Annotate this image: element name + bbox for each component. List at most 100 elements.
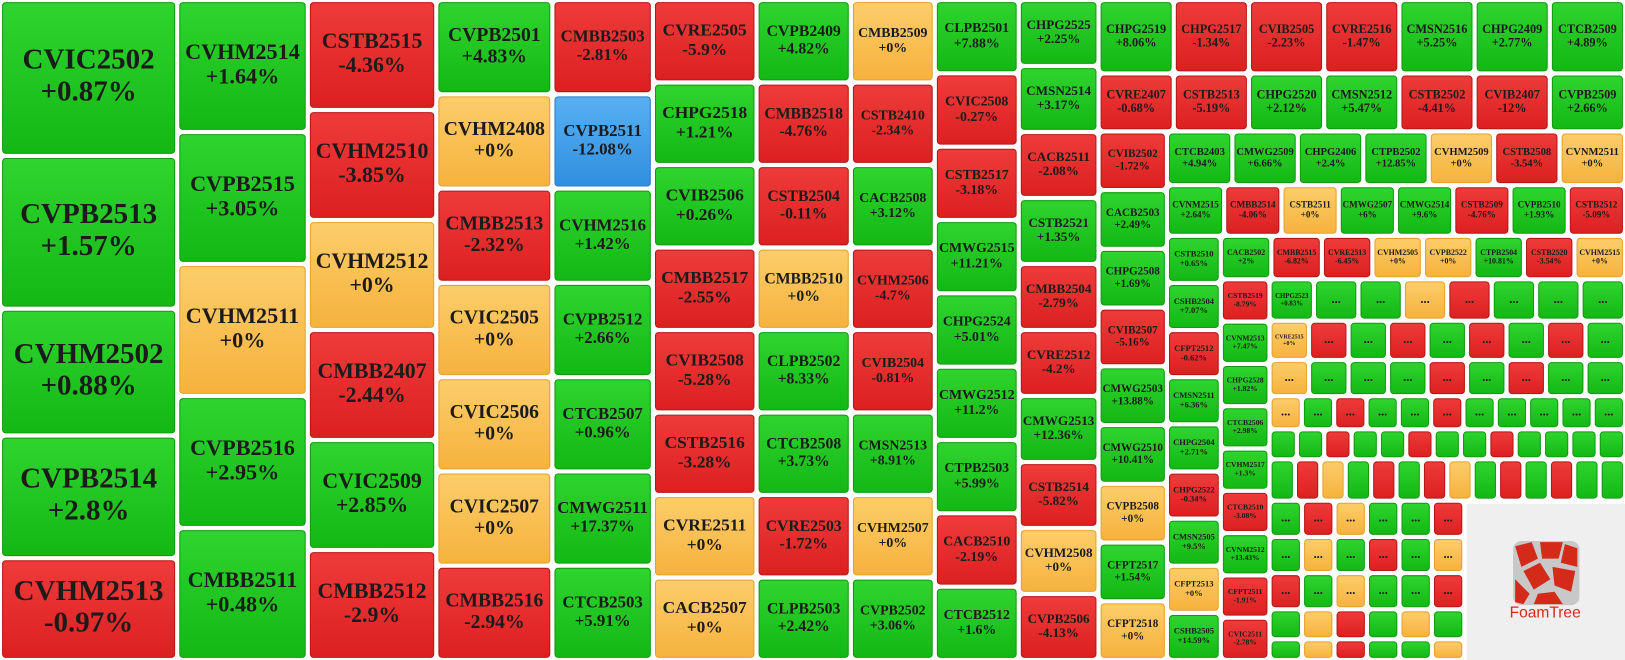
- tile[interactable]: CSTB2509-4.76%: [1455, 187, 1509, 234]
- tile[interactable]: CACB2511-2.08%: [1020, 134, 1097, 196]
- tile[interactable]: ...: [1271, 502, 1300, 535]
- tile[interactable]: [1517, 431, 1541, 458]
- tile[interactable]: CVPB2409+4.82%: [758, 2, 849, 81]
- tile[interactable]: [1576, 461, 1598, 499]
- tile[interactable]: CVHM2512+0%: [309, 222, 435, 328]
- tile[interactable]: CMWG2515+11.21%: [936, 222, 1017, 292]
- tile[interactable]: CHPG2518+1.21%: [654, 84, 755, 163]
- tile[interactable]: ...: [1271, 398, 1300, 428]
- tile[interactable]: CVRE2515+0%: [1271, 322, 1307, 358]
- tile[interactable]: CMWG2514+9.6%: [1398, 187, 1452, 234]
- tile[interactable]: CVHM2505+0%: [1374, 237, 1421, 278]
- tile[interactable]: CVIC2508-0.27%: [936, 75, 1017, 145]
- tile[interactable]: CHPG2528+1.82%: [1222, 365, 1268, 405]
- tile[interactable]: CMWG2512+11.2%: [936, 368, 1017, 438]
- tile[interactable]: CVRE2505-5.9%: [654, 2, 755, 81]
- tile[interactable]: CVRE2512-4.2%: [1020, 332, 1097, 394]
- tile[interactable]: CMBB2518-4.76%: [758, 84, 849, 163]
- tile[interactable]: CVPB2502+3.06%: [852, 579, 933, 658]
- tile[interactable]: CMBB2504-2.79%: [1020, 266, 1097, 328]
- tile[interactable]: CTPB2502+12.85%: [1365, 133, 1427, 184]
- tile[interactable]: [1599, 431, 1623, 458]
- tile[interactable]: ...: [1433, 398, 1462, 428]
- tile[interactable]: CVIC2509+2.85%: [309, 442, 435, 548]
- tile[interactable]: CSTB2508-3.54%: [1496, 133, 1558, 184]
- tile[interactable]: CMBB2515-6.82%: [1273, 237, 1320, 278]
- tile[interactable]: CVPB2501+4.83%: [438, 2, 551, 93]
- tile[interactable]: CMBB2509+0%: [852, 2, 933, 81]
- tile[interactable]: ...: [1508, 362, 1544, 395]
- tile[interactable]: CVPB2511-12.08%: [554, 96, 651, 187]
- tile[interactable]: CVIB2407-12%: [1476, 75, 1548, 130]
- tile[interactable]: CTCB2512+1.6%: [936, 588, 1017, 658]
- tile[interactable]: [1347, 461, 1370, 499]
- tile[interactable]: CVHM2511+0%: [179, 266, 306, 394]
- tile[interactable]: CTPB2504+10.81%: [1475, 237, 1522, 278]
- tile[interactable]: ...: [1401, 575, 1430, 608]
- tile[interactable]: ...: [1400, 398, 1430, 428]
- tile[interactable]: CSTB2517-3.18%: [936, 148, 1017, 218]
- tile[interactable]: ...: [1304, 575, 1333, 608]
- tile[interactable]: CVHM2517+1.3%: [1222, 450, 1268, 489]
- tile[interactable]: ...: [1336, 502, 1365, 535]
- tile[interactable]: CLPB2502+8.33%: [758, 332, 849, 411]
- tile[interactable]: CACB2510-2.19%: [936, 515, 1017, 585]
- tile[interactable]: ...: [1360, 281, 1401, 319]
- tile[interactable]: CHPG2520+2.12%: [1251, 75, 1323, 130]
- tile[interactable]: [1373, 461, 1395, 499]
- tile[interactable]: CSTB2516-3.28%: [654, 414, 755, 493]
- tile[interactable]: [1304, 611, 1333, 638]
- tile[interactable]: CMWG2513+12.36%: [1020, 398, 1097, 460]
- tile[interactable]: CVIC2511-2.78%: [1222, 619, 1268, 658]
- tile[interactable]: CFPT2513+0%: [1169, 567, 1219, 611]
- tile[interactable]: ...: [1336, 398, 1365, 428]
- tile[interactable]: CHPG2519+8.06%: [1100, 2, 1172, 72]
- tile[interactable]: CVHM2509+0%: [1430, 133, 1493, 184]
- tile[interactable]: CVIB2504-0.81%: [852, 332, 933, 411]
- tile[interactable]: ...: [1271, 575, 1300, 608]
- tile[interactable]: CHPG2522-0.34%: [1169, 473, 1219, 517]
- tile[interactable]: [1326, 431, 1350, 458]
- tile[interactable]: CTCB2509+4.89%: [1551, 2, 1623, 72]
- tile[interactable]: [1353, 431, 1377, 458]
- tile[interactable]: ...: [1594, 398, 1623, 428]
- tile[interactable]: ...: [1548, 362, 1584, 395]
- tile[interactable]: CMSN2511+6.36%: [1169, 379, 1219, 423]
- tile[interactable]: ...: [1548, 322, 1584, 358]
- tile[interactable]: ...: [1582, 281, 1623, 319]
- tile[interactable]: CFPT2511-1.91%: [1222, 577, 1268, 616]
- tile[interactable]: CSTB2502-4.41%: [1401, 75, 1473, 130]
- tile[interactable]: ...: [1493, 281, 1535, 319]
- tile[interactable]: CVPB2506-4.13%: [1020, 596, 1097, 658]
- tile[interactable]: CVRE2407-0.68%: [1100, 75, 1172, 130]
- tile[interactable]: CSTB2514-5.82%: [1020, 464, 1097, 526]
- tile[interactable]: CHPG2524+5.01%: [936, 295, 1017, 365]
- tile[interactable]: CMWG2510+10.41%: [1100, 427, 1165, 482]
- tile[interactable]: CSHB2505+14.59%: [1169, 614, 1219, 658]
- tile[interactable]: [1304, 641, 1333, 658]
- tile[interactable]: CVRE2516-1.47%: [1326, 2, 1398, 72]
- tile[interactable]: CSHB2504+7.07%: [1169, 285, 1219, 329]
- tile[interactable]: ...: [1530, 398, 1559, 428]
- tile[interactable]: CACB2508+3.12%: [852, 167, 933, 246]
- tile[interactable]: ...: [1303, 398, 1333, 428]
- tile[interactable]: [1336, 641, 1365, 658]
- tile[interactable]: CHPG2523+0.83%: [1271, 281, 1312, 319]
- tile[interactable]: ...: [1538, 281, 1579, 319]
- tile[interactable]: CVPB2513+1.57%: [2, 157, 176, 307]
- tile[interactable]: CVHM2516+1.42%: [554, 190, 651, 281]
- tile[interactable]: CVHM2507+0%: [852, 497, 933, 576]
- tile[interactable]: CTPB2503+5.99%: [936, 442, 1017, 512]
- tile[interactable]: ...: [1369, 575, 1398, 608]
- tile[interactable]: CVHM2408+0%: [438, 96, 551, 187]
- tile[interactable]: CVHM2513-0.97%: [2, 560, 176, 658]
- tile[interactable]: [1545, 431, 1569, 458]
- tile[interactable]: CTCB2508+3.73%: [758, 414, 849, 493]
- tile[interactable]: ...: [1350, 362, 1386, 395]
- tile[interactable]: ...: [1401, 538, 1430, 572]
- tile[interactable]: ...: [1316, 281, 1357, 319]
- tile[interactable]: [1401, 611, 1430, 638]
- tile[interactable]: [1474, 461, 1496, 499]
- tile[interactable]: CMSN2514+3.17%: [1020, 68, 1097, 130]
- tile[interactable]: CMBB2517-2.55%: [654, 249, 755, 328]
